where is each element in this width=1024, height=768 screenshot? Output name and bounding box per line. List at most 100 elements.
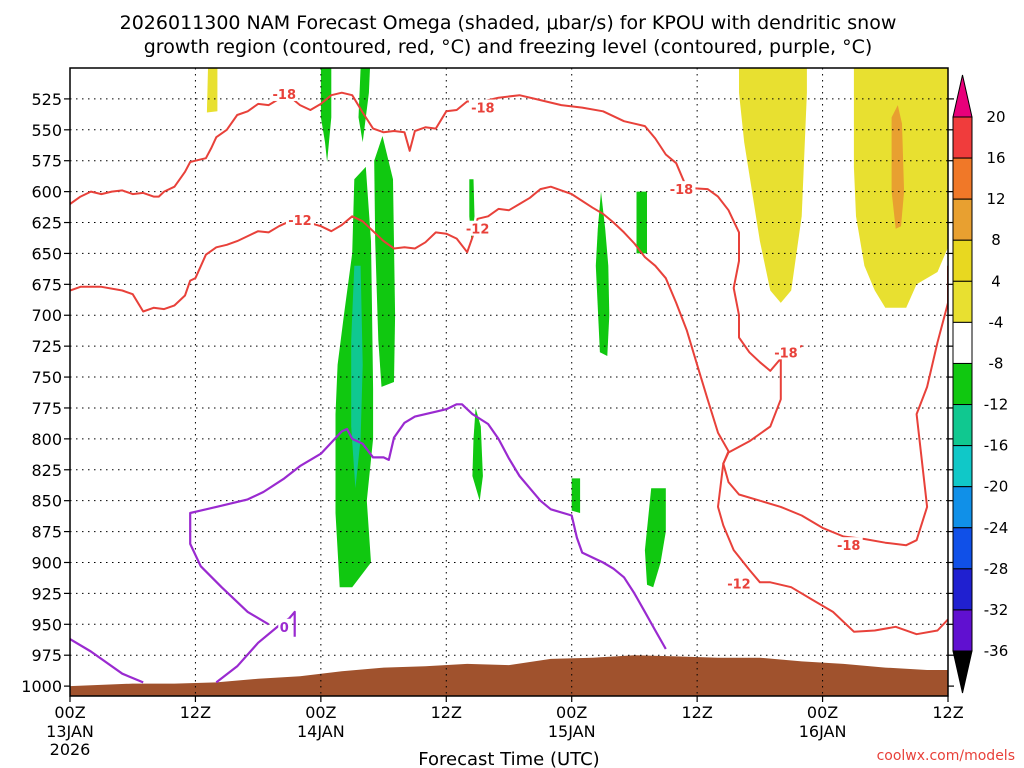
contour-label: -18	[837, 539, 861, 554]
colorbar-swatch	[952, 609, 973, 652]
omega-shading-layer	[70, 68, 948, 696]
y-tick-label: 750	[31, 368, 62, 387]
omega-region-10	[472, 408, 483, 501]
colorbar-swatch	[952, 239, 973, 282]
x-tick-year: 2026	[50, 740, 91, 759]
freezing-level-contour	[189, 403, 667, 650]
y-tick-label: 900	[31, 553, 62, 572]
colorbar-label: -16	[984, 437, 1009, 455]
colorbar-label: -28	[984, 560, 1009, 578]
y-tick-label: 875	[31, 523, 62, 542]
colorbar-swatch	[952, 198, 973, 241]
y-tick-label: 575	[31, 152, 62, 171]
colorbar-label: 20	[986, 108, 1005, 126]
chart-title-line-1: 2026011300 NAM Forecast Omega (shaded, μ…	[120, 12, 897, 34]
colorbar-swatch	[952, 157, 973, 200]
x-tick-date: 15JAN	[548, 722, 596, 741]
omega-region-13	[571, 478, 581, 513]
colorbar-bottom-arrow	[952, 650, 973, 694]
x-tick-label: 00Z	[556, 703, 587, 722]
x-axis-label: Forecast Time (UTC)	[418, 749, 599, 768]
colorbar-label: 16	[986, 149, 1005, 167]
x-tick-label: 00Z	[305, 703, 336, 722]
colorbar-swatch	[952, 404, 973, 447]
freezing-level-contour	[70, 638, 144, 684]
y-tick-label: 925	[31, 584, 62, 603]
chart-title-line-2: growth region (contoured, red, °C) and f…	[144, 36, 873, 58]
colorbar-swatch	[952, 486, 973, 529]
contour-label: -18	[471, 102, 495, 117]
y-tick-label: 950	[31, 615, 62, 634]
y-axis: 525 550 575 600 625 650 675 700 725 750 775 800 825 8…	[21, 90, 954, 696]
colorbar-swatch	[952, 445, 973, 488]
credit-text: coolwx.com/models	[877, 748, 1015, 764]
omega-region-8	[351, 265, 363, 489]
x-tick-label: 00Z	[807, 703, 838, 722]
contour-label: -12	[727, 578, 751, 593]
contour-label-bg	[468, 99, 497, 115]
colorbar-swatch	[952, 568, 973, 611]
colorbar-swatch	[952, 362, 973, 406]
contour-label: -18	[670, 183, 694, 198]
x-tick-label: 12Z	[932, 703, 963, 722]
contour-label-layer: -18 -18 -18 -18 -18 -12 -12 -12 0	[270, 85, 863, 636]
contour-label: 0	[280, 621, 289, 636]
y-tick-label: 975	[31, 646, 62, 665]
y-tick-label: 600	[31, 183, 62, 202]
colorbar-swatch	[952, 321, 973, 364]
y-tick-label: 550	[31, 121, 62, 140]
contour-label-bg	[724, 575, 753, 591]
contour-label: -12	[466, 223, 490, 238]
y-tick-label: 825	[31, 461, 62, 480]
colorbar-top-arrow	[952, 74, 973, 118]
contour-label-bg	[834, 537, 863, 553]
y-tick-label: 650	[31, 244, 62, 263]
y-tick-label: 800	[31, 430, 62, 449]
omega-region-6	[374, 136, 396, 387]
colorbar-label: -4	[989, 313, 1004, 331]
colorbar-label: 8	[991, 231, 1001, 249]
y-tick-label: 625	[31, 214, 62, 233]
grid-layer	[70, 68, 948, 696]
contour-layer	[70, 91, 948, 684]
contour-label-bg	[278, 618, 291, 634]
terrain-fill	[70, 655, 948, 696]
omega-region-12	[636, 191, 647, 254]
colorbar-swatch	[952, 527, 973, 570]
omega-region-4	[320, 68, 332, 162]
y-tick-label: 525	[31, 90, 62, 109]
colorbar-label: -8	[989, 354, 1004, 372]
colorbar-label: -20	[984, 478, 1009, 496]
colorbar-swatch	[952, 280, 973, 323]
dgz-contour--18	[70, 91, 948, 547]
x-tick-label: 12Z	[431, 703, 462, 722]
contour-label-bg	[270, 85, 299, 101]
contour-label: -12	[288, 214, 312, 229]
contour-label-bg	[771, 344, 800, 360]
colorbar-label: -32	[984, 601, 1009, 619]
y-tick-label: 1000	[21, 677, 62, 696]
x-tick-label: 12Z	[180, 703, 211, 722]
y-tick-label: 775	[31, 399, 62, 418]
omega-region-0	[206, 68, 218, 113]
plot-frame	[69, 67, 949, 697]
contour-label: -18	[273, 88, 297, 103]
contour-label-bg	[285, 212, 314, 228]
contour-label: -18	[774, 346, 798, 361]
y-tick-label: 675	[31, 275, 62, 294]
dgz-contour--12	[70, 185, 948, 636]
colorbar-label: -36	[984, 642, 1009, 660]
colorbar: 20 16 12 8 4 -4 -8 -12 -16 -20 -24 -28 -32 -36	[952, 74, 1009, 694]
colorbar-label: -12	[984, 396, 1009, 414]
colorbar-swatch	[952, 116, 973, 159]
y-tick-label: 850	[31, 492, 62, 511]
colorbar-label: 4	[991, 272, 1001, 290]
colorbar-label: 12	[986, 190, 1005, 208]
y-tick-label: 725	[31, 337, 62, 356]
x-tick-date: 14JAN	[297, 722, 345, 741]
x-tick-date: 13JAN	[46, 722, 94, 741]
omega-region-3	[891, 105, 905, 229]
omega-region-14	[644, 488, 666, 588]
